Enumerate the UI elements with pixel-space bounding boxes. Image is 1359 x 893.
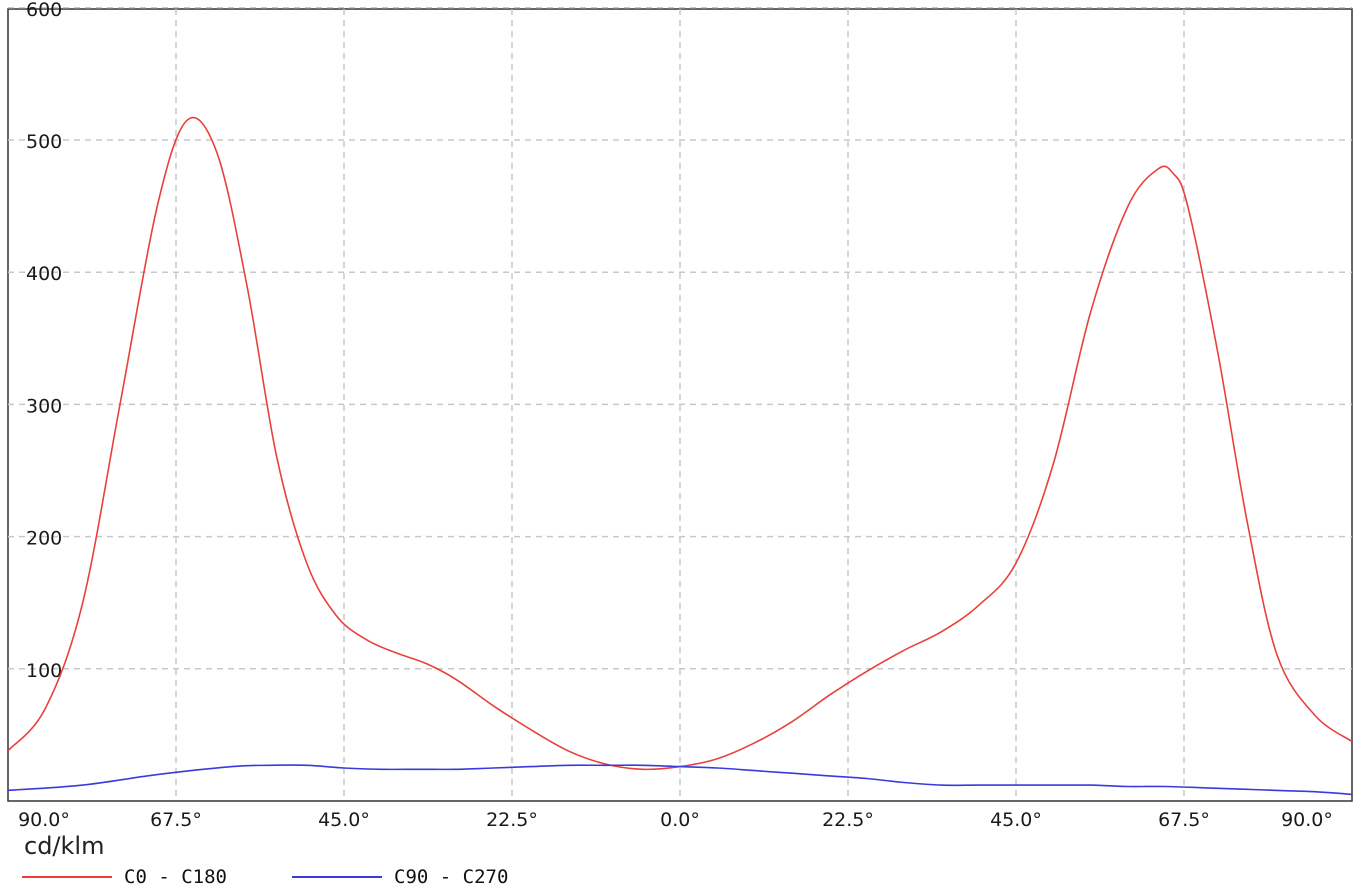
y-tick-label: 600 <box>26 0 62 21</box>
legend-item-c90-c270: C90 - C270 <box>292 862 508 892</box>
x-tick-label: 22.5° <box>486 809 538 831</box>
y-axis-tick-labels: 100 200 300 400 500 600 <box>26 0 62 682</box>
series-line-c0-c180 <box>7 116 1353 771</box>
x-tick-label: 22.5° <box>822 809 874 831</box>
series-line-c90-c270 <box>7 764 1353 796</box>
x-tick-label: 45.0° <box>990 809 1042 831</box>
legend-swatch-c90-c270 <box>292 876 382 878</box>
unit-label: cd/klm <box>24 832 105 860</box>
x-tick-label: 0.0° <box>660 809 700 831</box>
y-tick-label: 300 <box>26 395 62 417</box>
grid-lines <box>8 7 1352 801</box>
y-tick-label: 100 <box>26 660 62 682</box>
legend-label-c90-c270: C90 - C270 <box>394 866 509 888</box>
series-lines <box>7 116 1353 796</box>
x-tick-label: 67.5° <box>150 809 202 831</box>
legend-swatch-c0-c180 <box>22 876 112 878</box>
legend-label-c0-c180: C0 - C180 <box>124 866 227 888</box>
x-tick-label: 90.0° <box>18 809 70 831</box>
y-tick-label: 400 <box>26 263 62 285</box>
x-tick-label: 90.0° <box>1281 809 1333 831</box>
x-tick-label: 67.5° <box>1158 809 1210 831</box>
legend-item-c0-c180: C0 - C180 <box>22 862 227 892</box>
y-tick-label: 200 <box>26 528 62 550</box>
x-tick-label: 45.0° <box>318 809 370 831</box>
y-tick-label: 500 <box>26 131 62 153</box>
x-axis-tick-labels: 90.0° 67.5° 45.0° 22.5° 0.0° 22.5° 45.0° 67.5° 9… <box>18 809 1333 831</box>
